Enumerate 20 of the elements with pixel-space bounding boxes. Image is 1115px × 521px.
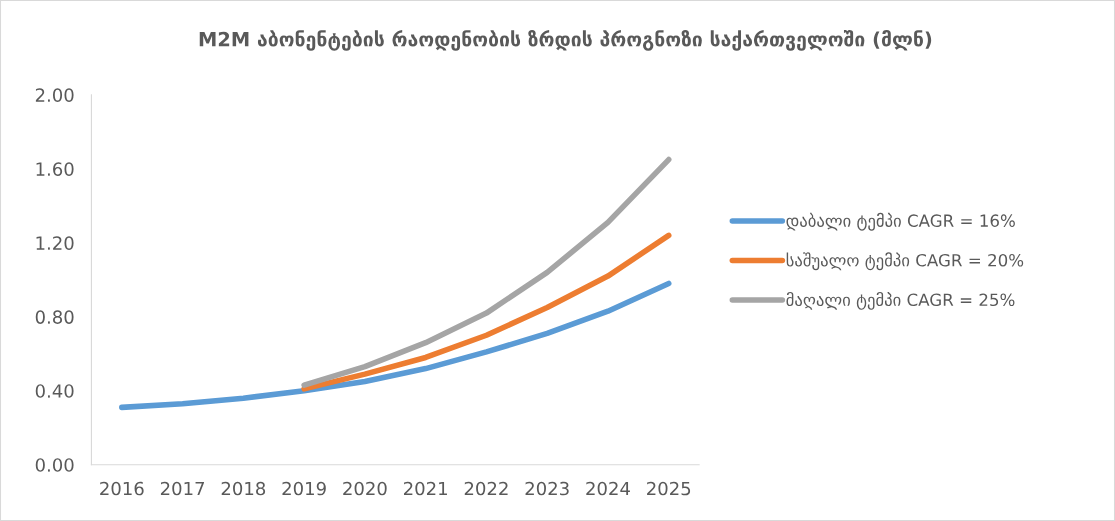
y-tick-label: 0.80: [35, 310, 74, 324]
y-tick-label: 2.00: [35, 88, 74, 102]
x-tick-label: 2021: [404, 481, 447, 496]
y-tick-label: 0.40: [35, 384, 74, 398]
chart-title: M2M აბონენტების რაოდენობის ზრდის პროგნოზი საქართველოში (მლნ): [199, 30, 932, 51]
x-tick-label: 2022: [464, 481, 508, 496]
y-tick-label: 1.60: [36, 162, 74, 176]
x-tick-label: 2024: [586, 481, 630, 496]
x-tick-label: 2023: [525, 481, 569, 496]
x-tick-label: 2020: [343, 481, 387, 496]
y-tick-label: 1.20: [36, 236, 74, 250]
legend-label: საშუალო ტემპი CAGR = 20%: [786, 252, 1024, 271]
x-tick-label: 2019: [282, 481, 326, 496]
x-tick-label: 2025: [647, 481, 691, 496]
x-tick-label: 2018: [221, 481, 266, 496]
legend-label: მაღალი ტემპი CAGR = 25%: [786, 291, 1015, 310]
x-tick-label: 2017: [160, 481, 205, 496]
x-tick-label: 2016: [100, 481, 144, 496]
legend-label: დაბალი ტემპი CAGR = 16%: [786, 212, 1015, 231]
y-tick-label: 0.00: [35, 458, 74, 472]
